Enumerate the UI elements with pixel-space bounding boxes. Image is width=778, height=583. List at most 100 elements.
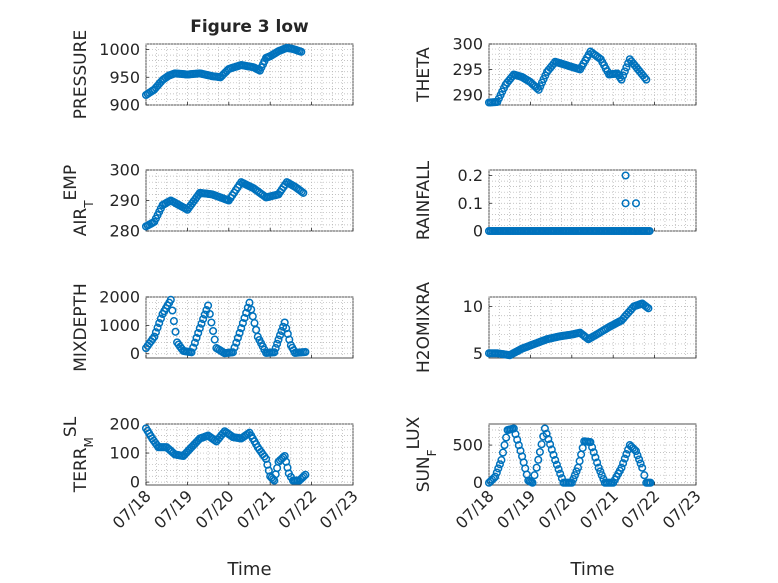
data-point <box>297 47 306 56</box>
x-axis-label: Time <box>226 559 271 580</box>
data-point <box>166 295 175 304</box>
x-tick-label: 07/23 <box>659 486 705 532</box>
data-point <box>589 448 598 457</box>
data-point <box>233 333 242 342</box>
data-point <box>597 471 606 480</box>
data-point <box>645 226 654 236</box>
data-point <box>238 319 247 328</box>
y-tick-label: 500 <box>452 436 483 455</box>
data-point <box>619 71 628 80</box>
y-tick-label: 0.1 <box>458 194 483 213</box>
data-point <box>232 338 241 347</box>
data-point <box>155 319 164 328</box>
data-point <box>228 348 237 357</box>
data-point <box>534 455 543 464</box>
y-tick-label: 5 <box>473 344 483 363</box>
x-tick-label: 07/18 <box>109 486 155 532</box>
y-axis-label: SUNFLUX <box>404 416 439 492</box>
data-point <box>204 301 213 310</box>
y-tick-label: 300 <box>452 35 483 54</box>
axes-rainfall: 0 0.1 0.2 RAINFALL <box>414 160 697 241</box>
data-point <box>150 332 159 341</box>
data-point <box>273 339 282 348</box>
data-point <box>530 471 539 480</box>
y-axis-label: H2OMIXRA <box>414 282 434 373</box>
data-point <box>567 478 576 487</box>
data-point <box>646 478 655 487</box>
y-axis-label: RAINFALL <box>414 160 434 240</box>
x-axis-label: Time <box>569 559 614 580</box>
data-point <box>301 347 310 357</box>
data-point <box>237 324 246 333</box>
data-point <box>644 304 653 313</box>
y-axis-label: TERRMSL <box>61 416 96 493</box>
data-point <box>500 441 509 450</box>
data-point <box>502 433 511 442</box>
data-point <box>620 67 629 76</box>
data-point <box>617 75 626 84</box>
axes-h2omixra: 5 10 H2OMIXRA <box>414 282 697 373</box>
data-point <box>570 471 579 480</box>
data-point <box>235 328 244 338</box>
data-point <box>297 187 306 196</box>
y-axis-label: THETA <box>414 47 434 103</box>
axes-theta: 290 295 300 THETA <box>414 35 697 107</box>
data-point <box>495 460 504 469</box>
data-point <box>210 335 219 344</box>
data-point <box>547 445 556 454</box>
y-tick-label: 950 <box>109 68 140 87</box>
data-point <box>540 424 549 433</box>
data-point <box>569 474 578 484</box>
x-tick-label: 07/22 <box>617 486 663 532</box>
data-point <box>532 463 541 472</box>
data-point <box>537 440 546 449</box>
data-point <box>572 467 581 476</box>
data-point <box>189 343 198 352</box>
data-point <box>633 451 642 460</box>
data-point <box>549 450 558 459</box>
data-point <box>492 468 501 477</box>
x-tick-label: 07/19 <box>493 486 539 532</box>
y-tick-label: 0 <box>130 344 140 363</box>
y-tick-label: 295 <box>452 60 483 79</box>
data-point <box>640 73 649 82</box>
data-point <box>622 450 631 459</box>
y-axis-label: PRESSURE <box>71 30 91 119</box>
data-point <box>544 435 553 444</box>
data-point <box>636 459 645 468</box>
data-point <box>156 314 165 323</box>
data-point <box>299 472 308 481</box>
data-point <box>542 429 551 438</box>
data-point <box>195 324 204 333</box>
y-tick-label: 900 <box>109 96 140 115</box>
data-point <box>194 328 203 338</box>
y-tick-label: 1000 <box>99 316 140 335</box>
data-point <box>168 306 177 315</box>
y-tick-label: 0.2 <box>458 166 483 185</box>
chart-title: Figure 3 low <box>190 17 309 37</box>
data-point <box>192 333 201 342</box>
data-point <box>638 463 647 472</box>
x-tick-label: 07/19 <box>150 486 196 532</box>
data-point <box>588 443 597 452</box>
data-point <box>209 326 218 336</box>
data-point <box>153 323 162 332</box>
data-point <box>187 348 196 357</box>
data-point <box>207 318 216 327</box>
data-point <box>642 75 651 84</box>
axes-pressure: 900 950 1000 PRESSURE Figure 3 low <box>71 17 354 119</box>
data-point <box>494 464 503 473</box>
data-point <box>151 328 160 337</box>
data-point <box>230 343 239 352</box>
data-point <box>497 456 506 465</box>
y-tick-label: 0 <box>473 473 483 492</box>
data-point <box>190 338 199 347</box>
data-point <box>622 63 631 72</box>
data-point <box>498 448 508 457</box>
y-axis-label: MIXDEPTH <box>71 283 91 372</box>
x-tick-label: 07/18 <box>452 486 498 532</box>
y-tick-label: 2000 <box>99 288 140 307</box>
